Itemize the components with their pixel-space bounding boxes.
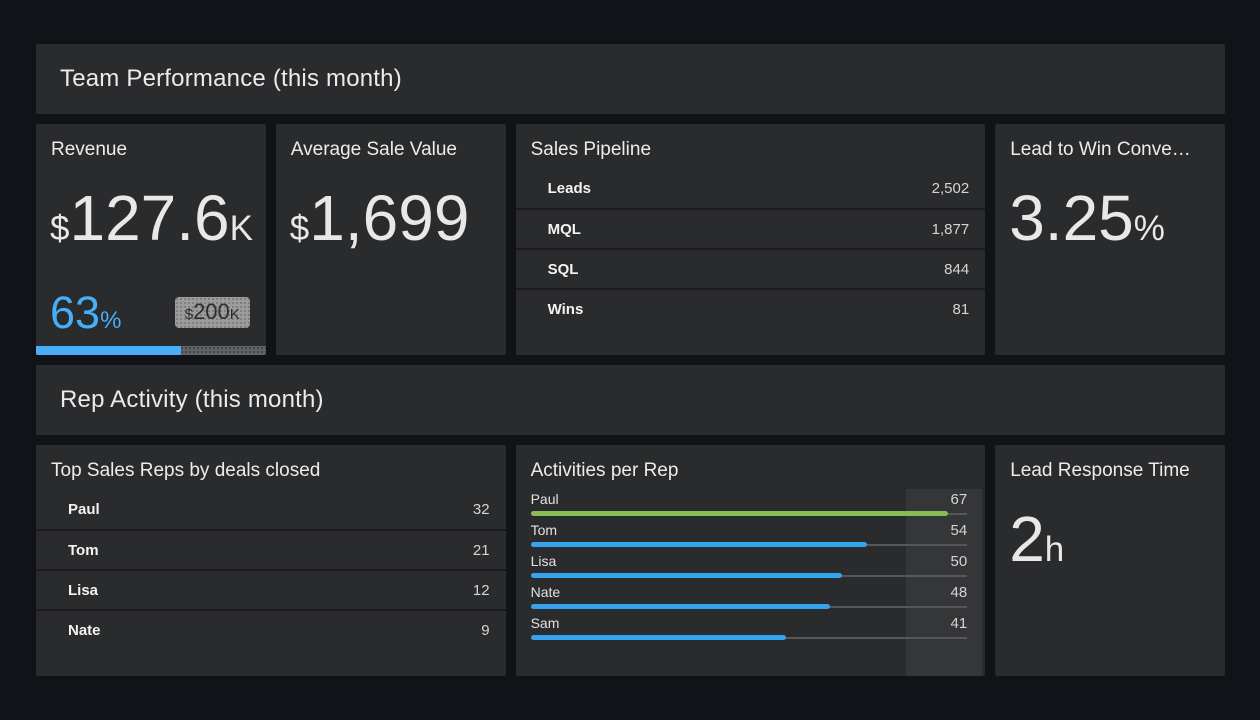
value-number: 127.6 [69,182,230,254]
section-header-rep-activity: Rep Activity (this month) [36,365,1225,435]
goal-number: 200 [193,299,230,324]
chart-row: Tom 54 [516,522,986,553]
item-value: 2,502 [931,179,970,197]
bar-label: Paul [530,491,559,507]
item-value: 81 [952,300,970,318]
section-title: Rep Activity (this month) [60,386,324,413]
bar-chart: Paul 67 Tom 54 Lisa 50 [516,489,986,676]
bar-fill [530,542,868,547]
value-number: 3.25 [1009,182,1134,254]
widget-activities-per-rep[interactable]: Activities per Rep Paul 67 Tom 54 [515,445,986,676]
unit-suffix: K [229,306,240,323]
bar-fill [530,573,843,578]
bar-fill [530,604,830,609]
list-item: Nate 9 [36,609,506,649]
bar-label: Nate [530,584,561,600]
widget-lead-response-time[interactable]: Lead Response Time 2h [995,445,1225,676]
bar-fill [530,635,787,640]
bar-value: 67 [950,491,968,508]
item-value: 12 [472,581,490,599]
list-item: SQL 844 [515,248,986,288]
top-reps-list: Paul 32 Tom 21 Lisa 12 Nate 9 [36,489,506,649]
chart-row: Lisa 50 [516,553,986,584]
currency-prefix: $ [184,306,194,323]
list-item: Paul 32 [36,489,506,529]
widget-lead-to-win-conversion[interactable]: Lead to Win Conve… 3.25% [995,124,1225,355]
list-item: MQL 1,877 [515,208,986,248]
item-value: 9 [481,621,490,639]
bar-value: 50 [950,553,968,570]
bar-track [530,542,968,548]
bar-track [530,511,968,517]
revenue-value: $127.6K [36,182,266,254]
widget-revenue[interactable]: Revenue $127.6K 63% $200K [36,124,266,355]
percent-number: 63 [50,287,101,338]
bar-fill [530,511,949,516]
list-item: Wins 81 [515,288,986,328]
widget-title: Activities per Rep [530,460,679,481]
widget-title: Top Sales Reps by deals closed [51,460,321,481]
chart-row: Paul 67 [516,491,986,522]
pipeline-list: Leads 2,502 MQL 1,877 SQL 844 Wins 81 [515,168,986,328]
goal-percent: 63% [50,290,121,335]
item-label: SQL [547,260,579,278]
widget-title: Average Sale Value [290,139,457,160]
goal-progress-track [36,346,266,355]
chart-row: Nate 48 [516,584,986,615]
item-value: 32 [472,500,490,518]
goal-target-badge: $200K [174,297,250,328]
item-label: Nate [68,621,101,639]
item-label: Wins [547,300,584,318]
dashboard: Team Performance (this month) Revenue $1… [36,44,1225,676]
widget-title: Revenue [51,139,128,160]
section-header-team-performance: Team Performance (this month) [36,44,1225,114]
goal-row: 63% $200K [50,290,250,335]
widget-title: Lead Response Time [1010,460,1190,481]
currency-prefix: $ [289,209,310,248]
chart-row: Sam 41 [516,615,986,646]
percent-sign: % [100,307,122,334]
widget-title: Lead to Win Conve… [1010,139,1191,160]
unit-suffix: h [1044,530,1065,569]
bar-track [530,635,968,641]
bar-value: 41 [950,615,968,632]
widget-sales-pipeline[interactable]: Sales Pipeline Leads 2,502 MQL 1,877 SQL… [515,124,986,355]
widget-average-sale-value[interactable]: Average Sale Value $1,699 [275,124,506,355]
goal-progress-fill [36,346,181,355]
section-title: Team Performance (this month) [60,65,402,92]
list-item: Leads 2,502 [516,168,986,208]
unit-suffix: K [229,209,253,248]
item-value: 1,877 [931,220,970,238]
bar-track [530,573,968,579]
bar-label: Tom [530,522,558,538]
item-label: Lisa [68,581,99,599]
item-value: 844 [944,260,970,278]
bar-label: Sam [530,615,560,631]
lead-to-win-value: 3.25% [995,182,1225,254]
average-sale-value: $1,699 [276,182,506,254]
currency-prefix: $ [50,209,70,248]
list-item: Lisa 12 [36,569,506,609]
bar-value: 48 [950,584,968,601]
widget-title: Sales Pipeline [530,139,652,160]
item-label: Tom [68,541,99,559]
widget-top-sales-reps[interactable]: Top Sales Reps by deals closed Paul 32 T… [36,445,506,676]
bar-label: Lisa [530,553,557,569]
value-number: 2 [1009,503,1045,575]
percent-sign: % [1133,209,1165,248]
bar-value: 54 [950,522,968,539]
item-value: 21 [472,541,490,559]
bar-track [530,604,968,610]
item-label: Leads [547,179,591,197]
lead-response-value: 2h [995,503,1225,575]
list-item: Tom 21 [36,529,506,569]
value-number: 1,699 [309,182,470,254]
item-label: Paul [68,500,100,518]
item-label: MQL [547,220,581,238]
